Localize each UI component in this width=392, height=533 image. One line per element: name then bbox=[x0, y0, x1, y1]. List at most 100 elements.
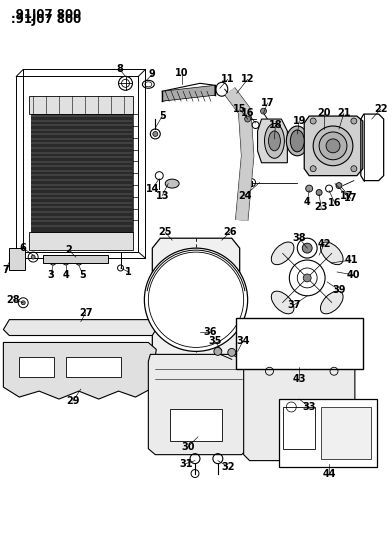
Ellipse shape bbox=[286, 126, 308, 156]
Text: 1: 1 bbox=[125, 267, 132, 277]
Circle shape bbox=[310, 166, 316, 172]
Text: 8: 8 bbox=[116, 64, 123, 75]
Bar bbox=[170, 409, 222, 441]
Circle shape bbox=[21, 301, 25, 305]
Circle shape bbox=[63, 259, 69, 265]
Text: 44: 44 bbox=[322, 469, 336, 479]
Bar bbox=[19, 357, 54, 377]
Text: 29: 29 bbox=[66, 396, 80, 406]
Text: 5: 5 bbox=[159, 111, 165, 121]
Text: 6: 6 bbox=[20, 243, 27, 253]
Polygon shape bbox=[258, 119, 287, 163]
Text: 41: 41 bbox=[344, 255, 358, 265]
Text: 32: 32 bbox=[221, 462, 234, 472]
Text: 15: 15 bbox=[233, 104, 247, 114]
Ellipse shape bbox=[326, 139, 340, 153]
Circle shape bbox=[153, 132, 158, 136]
Bar bbox=[321, 407, 371, 458]
Text: 17: 17 bbox=[340, 190, 354, 200]
Text: 37: 37 bbox=[288, 300, 301, 310]
Text: 39: 39 bbox=[332, 285, 346, 295]
Text: 20: 20 bbox=[318, 108, 331, 118]
Text: 21: 21 bbox=[337, 108, 351, 118]
Text: 35: 35 bbox=[208, 336, 221, 346]
Bar bbox=[43, 255, 108, 263]
Ellipse shape bbox=[320, 242, 343, 265]
Ellipse shape bbox=[320, 291, 343, 314]
Text: 13: 13 bbox=[156, 190, 169, 200]
Text: 17: 17 bbox=[261, 98, 274, 108]
Circle shape bbox=[316, 190, 322, 196]
Ellipse shape bbox=[271, 242, 294, 265]
Text: 23: 23 bbox=[314, 203, 328, 213]
Text: 3: 3 bbox=[48, 270, 54, 280]
Circle shape bbox=[261, 108, 267, 114]
Bar bbox=[279, 399, 377, 466]
Circle shape bbox=[336, 183, 342, 189]
Text: 42: 42 bbox=[318, 239, 331, 249]
Text: 11: 11 bbox=[221, 74, 234, 84]
Polygon shape bbox=[152, 238, 240, 364]
Polygon shape bbox=[244, 354, 355, 461]
Polygon shape bbox=[4, 320, 158, 335]
Text: 7: 7 bbox=[2, 265, 9, 275]
Text: 18: 18 bbox=[269, 120, 282, 130]
Polygon shape bbox=[148, 354, 248, 455]
Text: 16: 16 bbox=[241, 108, 254, 118]
Ellipse shape bbox=[319, 132, 347, 160]
Bar bbox=[29, 232, 133, 250]
Bar bbox=[66, 357, 120, 377]
Bar bbox=[236, 318, 363, 369]
Text: 40: 40 bbox=[347, 270, 361, 280]
Text: 14: 14 bbox=[145, 183, 159, 193]
Ellipse shape bbox=[165, 179, 179, 188]
Text: 26: 26 bbox=[223, 227, 236, 237]
Circle shape bbox=[351, 118, 357, 124]
Text: 43: 43 bbox=[292, 374, 306, 384]
Polygon shape bbox=[4, 343, 156, 399]
Text: 4: 4 bbox=[63, 270, 69, 280]
Ellipse shape bbox=[290, 130, 304, 152]
Text: 19: 19 bbox=[292, 116, 306, 126]
Text: 34: 34 bbox=[236, 336, 249, 346]
Ellipse shape bbox=[269, 131, 280, 151]
Text: 9: 9 bbox=[149, 69, 156, 79]
Circle shape bbox=[306, 185, 313, 192]
Polygon shape bbox=[304, 116, 363, 176]
Text: 5: 5 bbox=[80, 270, 86, 280]
Polygon shape bbox=[162, 85, 215, 101]
Text: 22: 22 bbox=[374, 104, 387, 114]
Circle shape bbox=[245, 116, 250, 122]
Text: .91J07 800: .91J07 800 bbox=[11, 9, 82, 21]
Text: 16: 16 bbox=[328, 198, 342, 208]
Text: 28: 28 bbox=[7, 295, 20, 305]
Polygon shape bbox=[31, 114, 132, 232]
Text: 38: 38 bbox=[292, 233, 306, 243]
Circle shape bbox=[351, 166, 357, 172]
Ellipse shape bbox=[265, 124, 284, 158]
Text: 12: 12 bbox=[241, 74, 254, 84]
Text: 36: 36 bbox=[203, 327, 217, 336]
Ellipse shape bbox=[313, 126, 353, 166]
Circle shape bbox=[302, 243, 312, 253]
Text: 17: 17 bbox=[344, 193, 358, 204]
Bar bbox=[283, 407, 315, 449]
Text: 25: 25 bbox=[158, 227, 172, 237]
Circle shape bbox=[228, 349, 236, 357]
Text: 4: 4 bbox=[304, 197, 310, 207]
Text: 2: 2 bbox=[65, 245, 72, 255]
Bar bbox=[9, 248, 25, 270]
Text: 31: 31 bbox=[179, 458, 193, 469]
Text: 30: 30 bbox=[181, 442, 195, 451]
Text: 24: 24 bbox=[238, 190, 251, 200]
Circle shape bbox=[310, 118, 316, 124]
Circle shape bbox=[31, 255, 35, 259]
Ellipse shape bbox=[271, 291, 294, 314]
Bar bbox=[29, 96, 133, 114]
Text: 27: 27 bbox=[79, 308, 93, 318]
Circle shape bbox=[144, 248, 248, 351]
Text: .91J07 800: .91J07 800 bbox=[11, 13, 82, 26]
Circle shape bbox=[303, 274, 311, 282]
Circle shape bbox=[214, 348, 222, 356]
Text: 10: 10 bbox=[175, 68, 189, 78]
